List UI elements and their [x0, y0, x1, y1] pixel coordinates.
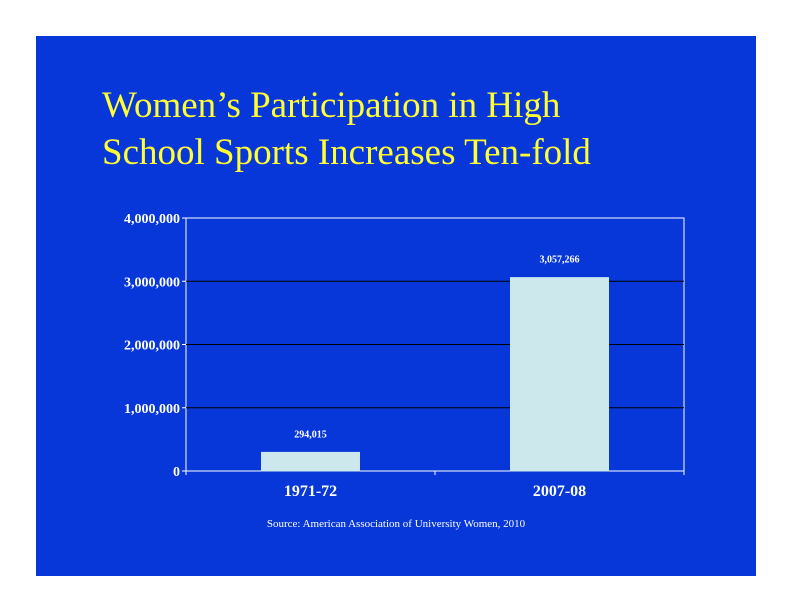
bar — [261, 451, 360, 472]
y-tick-label: 0 — [173, 465, 180, 480]
bar-chart: 0 1,000,000 2,000,000 3,000,000 4,000,000 294… — [124, 212, 685, 500]
data-label: 3,057,266 — [540, 255, 580, 266]
chart-title: Women’s Participation in High School Spo… — [102, 82, 742, 176]
bar — [510, 277, 609, 472]
x-tick-label: 2007-08 — [533, 483, 586, 500]
y-tick-label: 4,000,000 — [124, 212, 180, 227]
x-tick-label: 1971-72 — [284, 483, 337, 500]
y-tick-label: 1,000,000 — [124, 402, 180, 417]
source-note: Source: American Association of Universi… — [266, 518, 526, 530]
y-tick-label: 2,000,000 — [124, 339, 180, 354]
title-line-1: Women’s Participation in High — [102, 85, 561, 126]
slide: Women’s Participation in High School Spo… — [36, 36, 756, 576]
y-tick-label: 3,000,000 — [124, 275, 180, 290]
data-label: 294,015 — [294, 429, 327, 440]
title-line-2: School Sports Increases Ten-fold — [102, 132, 591, 173]
